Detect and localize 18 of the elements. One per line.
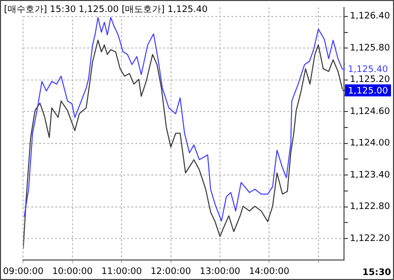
x-tick-label: 11:00:00	[101, 266, 142, 277]
y-tick-label: 1,123.40	[350, 170, 390, 180]
x-tick-label: 12:00:00	[150, 266, 192, 277]
x-tick-label: 10:00:00	[52, 266, 93, 277]
y-tick-label: 1,124.00	[350, 138, 390, 149]
chart-title: [매수호가] 15:30 1,125.00 [매도호가] 1,125.40	[4, 3, 208, 16]
y-tick-label: 1,122.20	[350, 234, 390, 244]
x-tick-label: 13:00:00	[200, 266, 240, 277]
y-tick-label: 1,122.80	[350, 202, 390, 212]
text: 15:30	[362, 268, 391, 278]
annotation: 1,125.40	[348, 65, 388, 76]
y-tick-label: 1,124.60	[350, 106, 390, 117]
y-tick-label: 1,125.20	[350, 75, 390, 86]
x-tick-label: 14:00:00	[248, 266, 290, 277]
x-tick-label: 09:00:00	[3, 266, 44, 277]
annotation: 1,125.00	[348, 86, 388, 96]
y-tick-label: 1,125.80	[350, 43, 390, 54]
y-tick-label: 1,126.40	[350, 12, 390, 22]
